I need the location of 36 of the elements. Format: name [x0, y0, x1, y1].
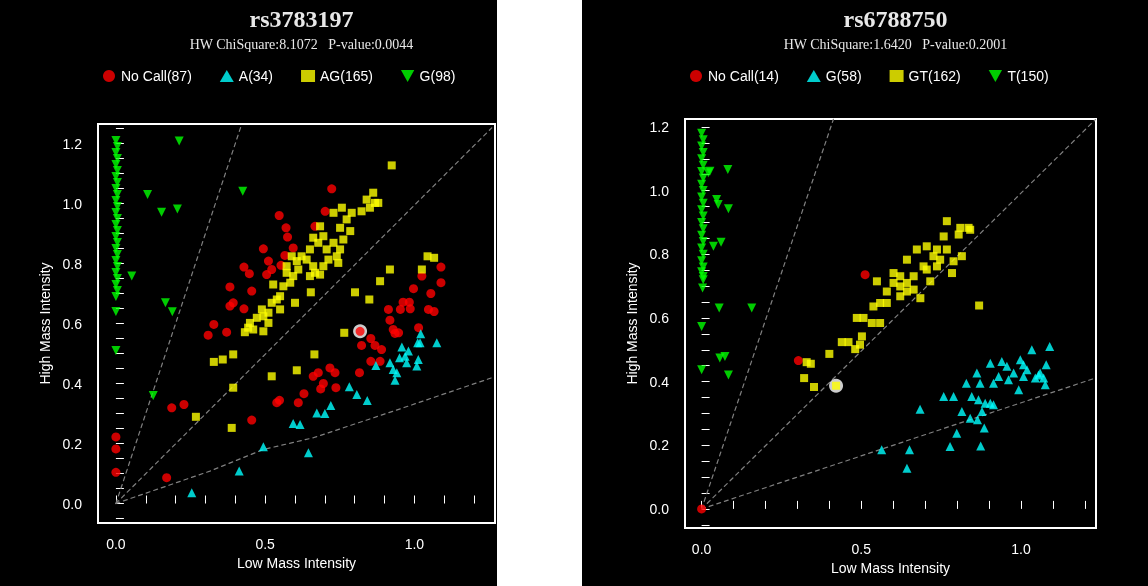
y-axis-title: High Mass Intensity: [36, 262, 53, 385]
x-tick-label: 1.0: [404, 536, 425, 552]
legend-label: No Call(87): [121, 68, 192, 84]
y-tick-label: 0.4: [649, 373, 670, 390]
legend-label: A(34): [238, 68, 274, 84]
x-tick-label: 0.0: [106, 536, 126, 552]
x-axis-title: Low Mass Intensity: [830, 559, 951, 576]
y-tick-label: 0.2: [62, 435, 83, 452]
chart-subtitle: HW ChiSquare:8.1072 P-value:0.0044: [189, 36, 414, 52]
y-tick-label: 0.6: [649, 309, 670, 326]
y-tick-label: 0.8: [62, 255, 83, 272]
y-tick-label: 0.0: [649, 500, 670, 517]
x-tick-label: 0.5: [255, 536, 276, 552]
y-tick-label: 0.0: [62, 495, 83, 512]
x-tick-label: 0.0: [691, 541, 712, 557]
y-tick-label: 0.2: [649, 437, 670, 454]
y-tick-label: 0.8: [649, 246, 670, 263]
chart-title: rs6788750: [843, 6, 948, 32]
legend-label: G(98): [419, 68, 456, 84]
legend-label: AG(165): [320, 68, 373, 84]
y-tick-label: 1.0: [649, 182, 670, 199]
y-tick-label: 0.6: [62, 315, 83, 332]
y-tick-label: 1.2: [62, 135, 83, 152]
x-tick-label: 0.5: [851, 541, 872, 557]
chart-subtitle: HW ChiSquare:1.6420 P-value:0.2001: [783, 36, 1008, 52]
legend-label: GT(162): [908, 68, 961, 84]
x-axis-title: Low Mass Intensity: [236, 554, 357, 571]
y-tick-label: 0.4: [62, 375, 83, 392]
x-tick-label: 1.0: [1011, 541, 1031, 557]
legend-label: No Call(14): [708, 68, 779, 84]
y-tick-label: 1.0: [62, 195, 83, 212]
y-axis-title: High Mass Intensity: [623, 262, 640, 385]
chart-title: rs3783197: [249, 6, 354, 32]
legend-label: T(150): [1007, 68, 1049, 84]
legend-label: G(58): [825, 68, 862, 84]
y-tick-label: 1.2: [649, 118, 670, 135]
